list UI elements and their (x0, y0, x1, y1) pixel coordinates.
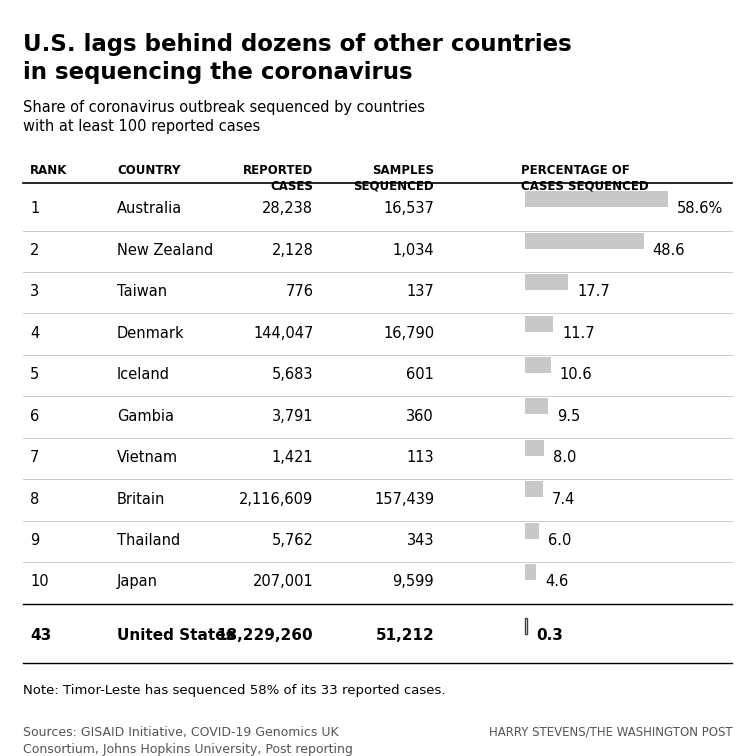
Bar (525, 398, 548, 414)
Text: 11.7: 11.7 (562, 326, 595, 341)
Text: 16,790: 16,790 (383, 326, 434, 341)
Text: Gambia: Gambia (117, 409, 174, 423)
Text: 113: 113 (406, 450, 434, 465)
Text: 9,599: 9,599 (393, 575, 434, 590)
Text: SAMPLES
SEQUENCED: SAMPLES SEQUENCED (353, 163, 434, 193)
Text: 10.6: 10.6 (559, 367, 593, 383)
Text: Britain: Britain (117, 491, 165, 507)
Text: 2,116,609: 2,116,609 (239, 491, 313, 507)
Text: U.S. lags behind dozens of other countries
in sequencing the coronavirus: U.S. lags behind dozens of other countri… (23, 33, 572, 84)
Text: 343: 343 (407, 533, 434, 548)
Text: New Zealand: New Zealand (117, 243, 213, 258)
Text: Japan: Japan (117, 575, 158, 590)
Text: Denmark: Denmark (117, 326, 185, 341)
Text: Share of coronavirus outbreak sequenced by countries
with at least 100 reported : Share of coronavirus outbreak sequenced … (23, 100, 424, 135)
Text: Vietnam: Vietnam (117, 450, 178, 465)
Text: Taiwan: Taiwan (117, 284, 167, 299)
Text: Thailand: Thailand (117, 533, 180, 548)
Text: 8: 8 (30, 491, 39, 507)
Text: Australia: Australia (117, 201, 182, 216)
Text: 4.6: 4.6 (545, 575, 569, 590)
Text: 5,762: 5,762 (272, 533, 313, 548)
Text: 137: 137 (406, 284, 434, 299)
Text: 9.5: 9.5 (557, 409, 581, 423)
Text: 8.0: 8.0 (553, 450, 577, 465)
Text: 601: 601 (406, 367, 434, 383)
Text: 2: 2 (30, 243, 39, 258)
Text: 3: 3 (30, 284, 39, 299)
Text: 144,047: 144,047 (253, 326, 313, 341)
Text: 1: 1 (30, 201, 39, 216)
Text: 776: 776 (285, 284, 313, 299)
Text: 157,439: 157,439 (374, 491, 434, 507)
Bar (525, 440, 544, 456)
Text: 1,034: 1,034 (393, 243, 434, 258)
Bar (525, 482, 543, 497)
Bar (525, 315, 553, 332)
Text: 7: 7 (30, 450, 39, 465)
Text: Iceland: Iceland (117, 367, 170, 383)
Bar (525, 357, 550, 373)
Text: 2,128: 2,128 (272, 243, 313, 258)
Text: 5: 5 (30, 367, 39, 383)
Text: 16,537: 16,537 (384, 201, 434, 216)
Text: 207,001: 207,001 (253, 575, 313, 590)
Text: 5,683: 5,683 (272, 367, 313, 383)
Text: 43: 43 (30, 628, 51, 643)
Text: 17.7: 17.7 (577, 284, 610, 299)
Text: 6.0: 6.0 (548, 533, 572, 548)
Text: REPORTED
CASES: REPORTED CASES (243, 163, 313, 193)
Text: Note: Timor-Leste has sequenced 58% of its 33 reported cases.: Note: Timor-Leste has sequenced 58% of i… (23, 683, 445, 696)
Text: 3,791: 3,791 (272, 409, 313, 423)
Text: RANK: RANK (30, 163, 68, 177)
Text: 1,421: 1,421 (272, 450, 313, 465)
Text: 360: 360 (406, 409, 434, 423)
Text: 6: 6 (30, 409, 39, 423)
Text: 9: 9 (30, 533, 39, 548)
Text: 0.3: 0.3 (536, 628, 563, 643)
Bar (525, 233, 644, 249)
Bar (525, 564, 536, 581)
Text: 7.4: 7.4 (552, 491, 575, 507)
Text: 4: 4 (30, 326, 39, 341)
Text: 58.6%: 58.6% (677, 201, 723, 216)
Text: PERCENTAGE OF
CASES SEQUENCED: PERCENTAGE OF CASES SEQUENCED (521, 163, 649, 193)
Text: 48.6: 48.6 (653, 243, 686, 258)
Bar (525, 191, 668, 207)
Text: HARRY STEVENS/THE WASHINGTON POST: HARRY STEVENS/THE WASHINGTON POST (488, 726, 732, 739)
Text: 51,212: 51,212 (375, 628, 434, 643)
Text: COUNTRY: COUNTRY (117, 163, 180, 177)
Bar (525, 523, 539, 539)
Bar (525, 274, 568, 290)
Text: 10: 10 (30, 575, 49, 590)
Text: Sources: GISAID Initiative, COVID-19 Genomics UK
Consortium, Johns Hopkins Unive: Sources: GISAID Initiative, COVID-19 Gen… (23, 726, 353, 756)
Bar (525, 618, 527, 634)
Text: 28,238: 28,238 (262, 201, 313, 216)
Text: United States: United States (117, 628, 235, 643)
Text: 18,229,260: 18,229,260 (217, 628, 313, 643)
